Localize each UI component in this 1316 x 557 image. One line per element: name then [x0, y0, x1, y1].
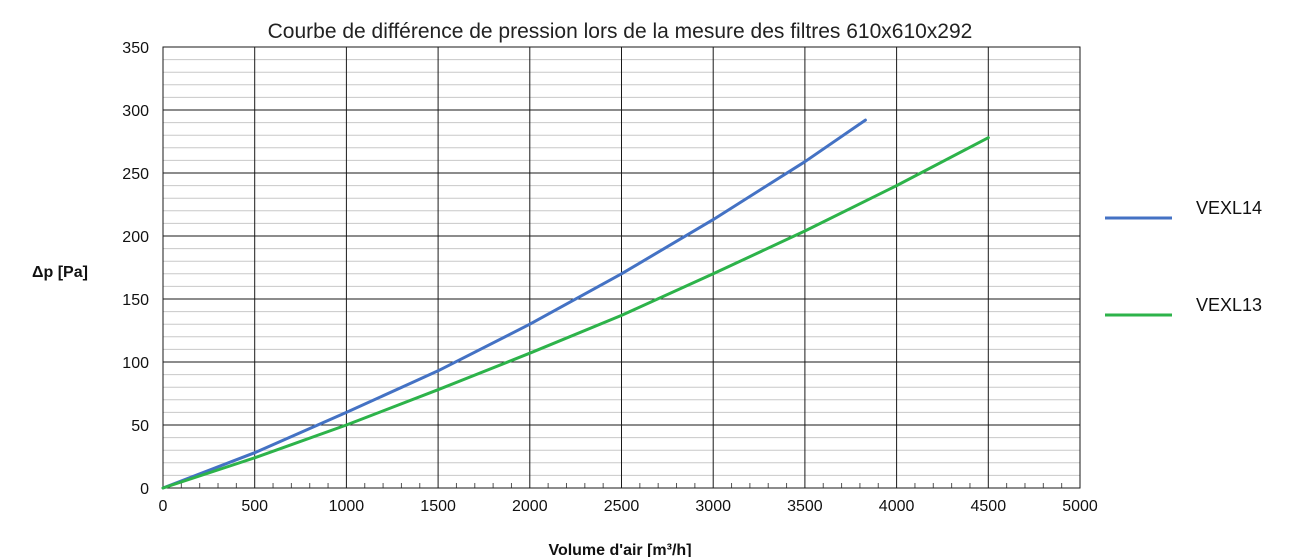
series-lines — [161, 118, 990, 490]
major-grid — [162, 46, 1081, 489]
x-tick-label: 1000 — [329, 498, 365, 515]
x-tick-label: 4500 — [971, 498, 1007, 515]
x-axis-label: Volume d'air [m³/h] — [548, 542, 691, 557]
x-tick-labels: 0 500 1000 1500 2000 2500 3000 3500 4000 4500 5000 — [159, 498, 1098, 515]
series-line-vexl13 — [161, 136, 990, 490]
x-tick-label: 3500 — [787, 498, 823, 515]
y-tick-labels: 0 50 100 150 200 250 300 350 — [122, 40, 149, 498]
y-tick-label: 300 — [122, 103, 149, 120]
x-tick-label: 1500 — [420, 498, 456, 515]
legend-label-vexl14: VEXL14 — [1196, 198, 1262, 218]
y-tick-label: 350 — [122, 40, 149, 57]
x-tick-label: 4000 — [879, 498, 915, 515]
x-tick-label: 500 — [241, 498, 268, 515]
y-tick-label: 150 — [122, 292, 149, 309]
y-tick-label: 0 — [140, 481, 149, 498]
x-tick-label: 0 — [159, 498, 168, 515]
y-tick-label: 50 — [131, 418, 149, 435]
legend-label-vexl13: VEXL13 — [1196, 295, 1262, 315]
x-tick-label: 3000 — [695, 498, 731, 515]
chart-title: Courbe de différence de pression lors de… — [268, 20, 973, 43]
y-axis-label: Δp [Pa] — [32, 264, 88, 281]
y-tick-label: 250 — [122, 166, 149, 183]
x-tick-label: 2000 — [512, 498, 548, 515]
y-tick-label: 100 — [122, 355, 149, 372]
x-tick-label: 5000 — [1062, 498, 1098, 515]
y-tick-label: 200 — [122, 229, 149, 246]
legend: VEXL14 VEXL13 — [1105, 198, 1262, 317]
x-tick-label: 2500 — [604, 498, 640, 515]
series-line-vexl14 — [161, 118, 867, 490]
plot-border — [162, 46, 1081, 489]
